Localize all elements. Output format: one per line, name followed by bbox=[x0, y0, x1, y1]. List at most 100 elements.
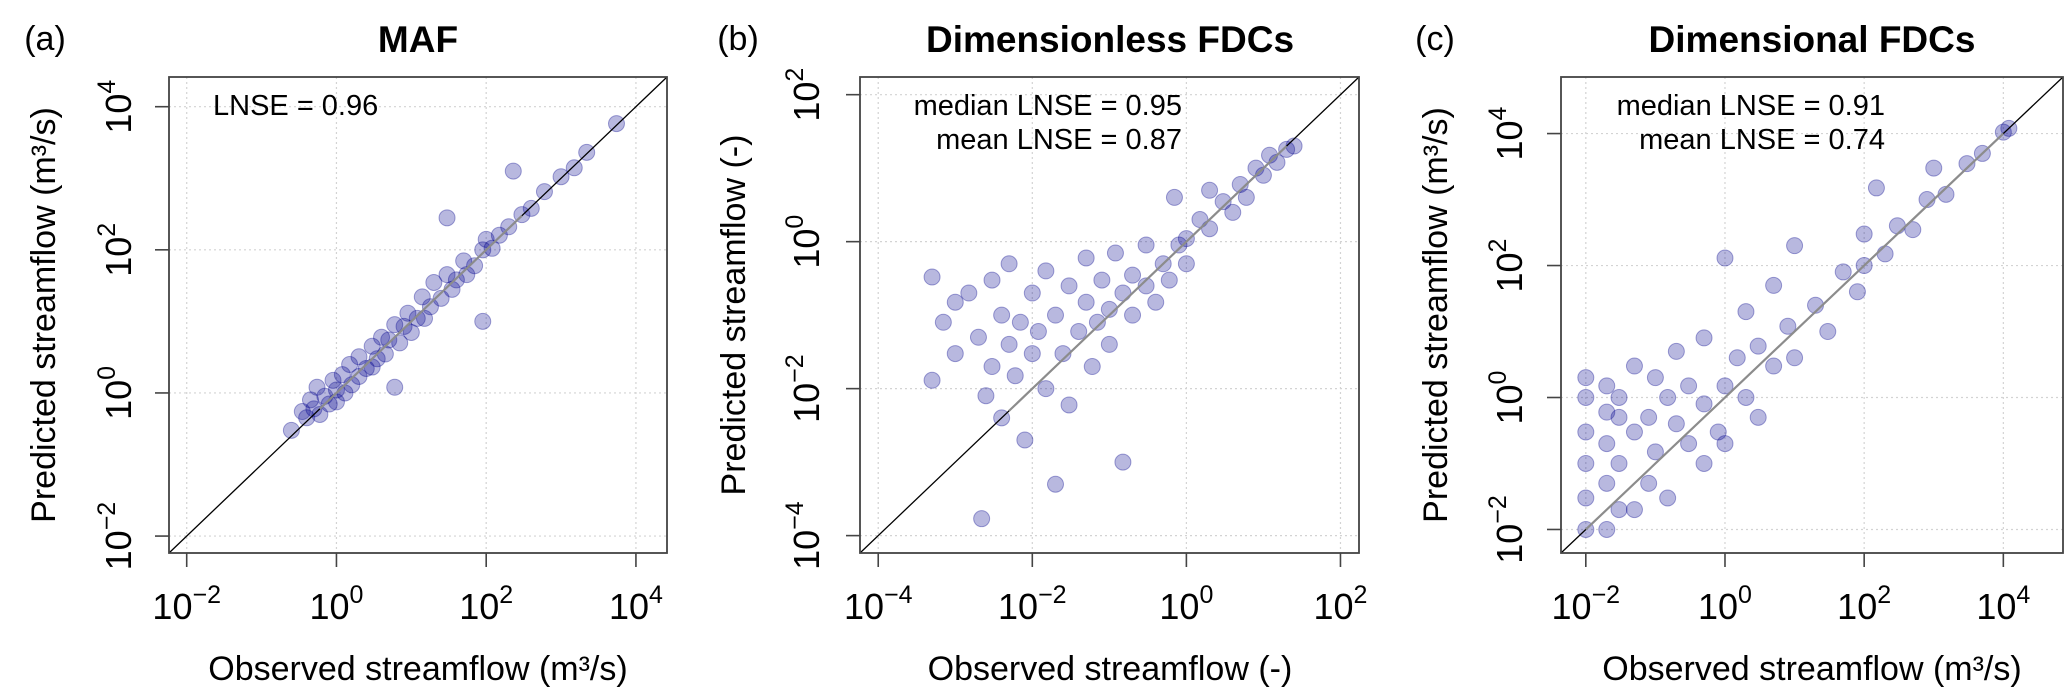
data-point bbox=[483, 239, 501, 257]
data-point bbox=[1077, 293, 1095, 311]
data-point bbox=[1029, 322, 1047, 340]
data-point bbox=[1070, 322, 1088, 340]
x-axis-label: Observed streamflow (-) bbox=[928, 650, 1293, 688]
data-point bbox=[1577, 389, 1595, 407]
data-point bbox=[1137, 277, 1155, 295]
data-point bbox=[934, 313, 952, 331]
data-point bbox=[1577, 489, 1595, 507]
data-point bbox=[1285, 137, 1303, 155]
data-point bbox=[1625, 357, 1643, 375]
data-point bbox=[1640, 474, 1658, 492]
y-tick-label: 100 bbox=[93, 366, 139, 420]
data-point bbox=[1037, 380, 1055, 398]
data-point bbox=[1876, 245, 1894, 263]
x-tick-label: 10−4 bbox=[844, 581, 913, 627]
data-point bbox=[983, 271, 1001, 289]
data-point bbox=[333, 366, 351, 384]
data-point bbox=[1598, 520, 1616, 538]
data-point bbox=[923, 268, 941, 286]
data-point bbox=[490, 226, 508, 244]
plot-area: 10−2 100 102 104 10−2 100 102 104 bbox=[1484, 76, 2064, 627]
data-point bbox=[1177, 255, 1195, 273]
data-point bbox=[421, 298, 439, 316]
data-point bbox=[1598, 377, 1616, 395]
data-point bbox=[1106, 244, 1124, 262]
plot-frame bbox=[1560, 76, 2064, 554]
data-point bbox=[1577, 454, 1595, 472]
panel-label: (c) bbox=[1415, 20, 1455, 58]
data-point bbox=[1093, 271, 1111, 289]
data-point bbox=[504, 162, 522, 180]
data-point bbox=[1610, 501, 1628, 519]
data-point bbox=[1147, 293, 1165, 311]
data-point bbox=[391, 334, 409, 352]
one-to-one-line-highlight bbox=[319, 214, 523, 410]
mean-lnse-annotation: mean LNSE = 0.87 bbox=[936, 124, 1182, 156]
data-point bbox=[1114, 453, 1132, 471]
data-point bbox=[408, 309, 426, 327]
x-tick-label: 10−2 bbox=[998, 581, 1067, 627]
data-point bbox=[1224, 203, 1242, 221]
data-point bbox=[1667, 342, 1685, 360]
data-point bbox=[1819, 323, 1837, 341]
y-tick-label: 104 bbox=[1484, 106, 1530, 160]
data-point bbox=[1006, 367, 1024, 385]
data-point bbox=[1958, 155, 1976, 173]
y-tick-label: 10−2 bbox=[93, 502, 139, 571]
data-point bbox=[1598, 403, 1616, 421]
y-tick-label: 102 bbox=[781, 68, 827, 122]
x-tick-label: 100 bbox=[1159, 581, 1213, 627]
data-point bbox=[607, 115, 625, 133]
data-point bbox=[1737, 303, 1755, 321]
data-point bbox=[363, 337, 381, 355]
data-point bbox=[477, 230, 495, 248]
data-point bbox=[368, 350, 386, 368]
data-point bbox=[1695, 454, 1713, 472]
data-point bbox=[1625, 501, 1643, 519]
data-point bbox=[350, 348, 368, 366]
data-point bbox=[1046, 306, 1064, 324]
data-point bbox=[535, 183, 553, 201]
chart-title: MAF bbox=[378, 19, 458, 60]
plot-frame bbox=[168, 76, 668, 554]
x-tick-label: 10−2 bbox=[152, 581, 221, 627]
data-point bbox=[425, 273, 443, 291]
data-point bbox=[1610, 389, 1628, 407]
data-point bbox=[552, 168, 570, 186]
mean-lnse-annotation: mean LNSE = 0.74 bbox=[1639, 124, 1885, 156]
data-point bbox=[293, 403, 311, 421]
data-point bbox=[327, 381, 345, 399]
data-point bbox=[1779, 317, 1797, 335]
data-point bbox=[522, 199, 540, 217]
data-point bbox=[946, 345, 964, 363]
data-point bbox=[1625, 423, 1643, 441]
data-point bbox=[1577, 423, 1595, 441]
y-axis-label: Predicted streamflow (m³/s) bbox=[1417, 107, 1455, 523]
data-point bbox=[1695, 329, 1713, 347]
data-point bbox=[1016, 431, 1034, 449]
data-point bbox=[1046, 475, 1064, 493]
x-tick-label: 104 bbox=[1976, 581, 2030, 627]
y-tick-label: 10−4 bbox=[781, 501, 827, 570]
panel-a: 10−2 100 102 104 10−2 100 102 104 (a) MAF LNSE … bbox=[24, 19, 668, 688]
data-point bbox=[1728, 349, 1746, 367]
x-tick-label: 100 bbox=[309, 581, 363, 627]
x-axis-label: Observed streamflow (m³/s) bbox=[208, 650, 627, 688]
data-point bbox=[474, 241, 492, 259]
data-point bbox=[1177, 230, 1195, 248]
data-point bbox=[1646, 369, 1664, 387]
data-point bbox=[1709, 423, 1727, 441]
panel-label: (b) bbox=[717, 20, 759, 58]
x-tick-label: 104 bbox=[609, 581, 663, 627]
x-tick-label: 102 bbox=[1313, 581, 1367, 627]
data-point bbox=[1786, 349, 1804, 367]
data-point bbox=[386, 378, 404, 396]
data-point bbox=[1716, 435, 1734, 453]
data-point bbox=[373, 328, 391, 346]
y-tick-label: 104 bbox=[93, 80, 139, 134]
data-point bbox=[298, 409, 316, 427]
data-point bbox=[1577, 369, 1595, 387]
data-point bbox=[1083, 358, 1101, 376]
y-tick-label: 100 bbox=[781, 215, 827, 269]
data-point bbox=[1000, 255, 1018, 273]
